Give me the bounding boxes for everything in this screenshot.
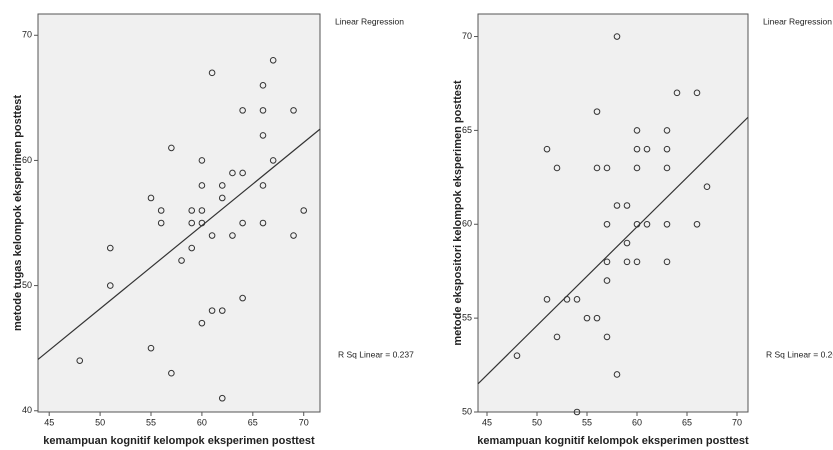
x-tick-label: 50 [532,417,542,427]
x-tick-label: 70 [299,417,309,427]
y-tick-label: 40 [22,405,32,415]
chart: 40 50 60 70 45 50 55 60 65 70 kemampuan kognitif k… [0,0,833,450]
r-squared: R Sq Linear = 0.237 [338,349,414,359]
plot-area [478,14,748,412]
y-tick-label: 50 [462,406,472,416]
legend-title: Linear Regression [763,16,832,26]
y-tick-label: 70 [462,31,472,41]
x-axis-title: kemampuan kognitif kelompok eksperimen p… [477,435,749,447]
y-tick-label: 70 [22,30,32,40]
x-tick-label: 45 [44,417,54,427]
x-tick-label: 55 [582,417,592,427]
x-tick-label: 70 [732,417,742,427]
y-axis-title: metode tugas kelompok eksperimen posttes… [12,95,24,331]
x-tick-label: 45 [482,417,492,427]
x-tick-label: 60 [197,417,207,427]
x-tick-label: 60 [632,417,642,427]
x-tick-label: 65 [248,417,258,427]
x-tick-label: 50 [95,417,105,427]
y-axis-title: metode ekspositori kelompok eksperimen p… [452,80,464,346]
legend-title: Linear Regression [335,16,404,26]
x-tick-label: 65 [682,417,692,427]
r-squared: R Sq Linear = 0.269 [766,349,833,359]
x-axis-title: kemampuan kognitif kelompok eksperimen p… [43,435,315,447]
plot-area [38,14,320,412]
x-tick-label: 55 [146,417,156,427]
